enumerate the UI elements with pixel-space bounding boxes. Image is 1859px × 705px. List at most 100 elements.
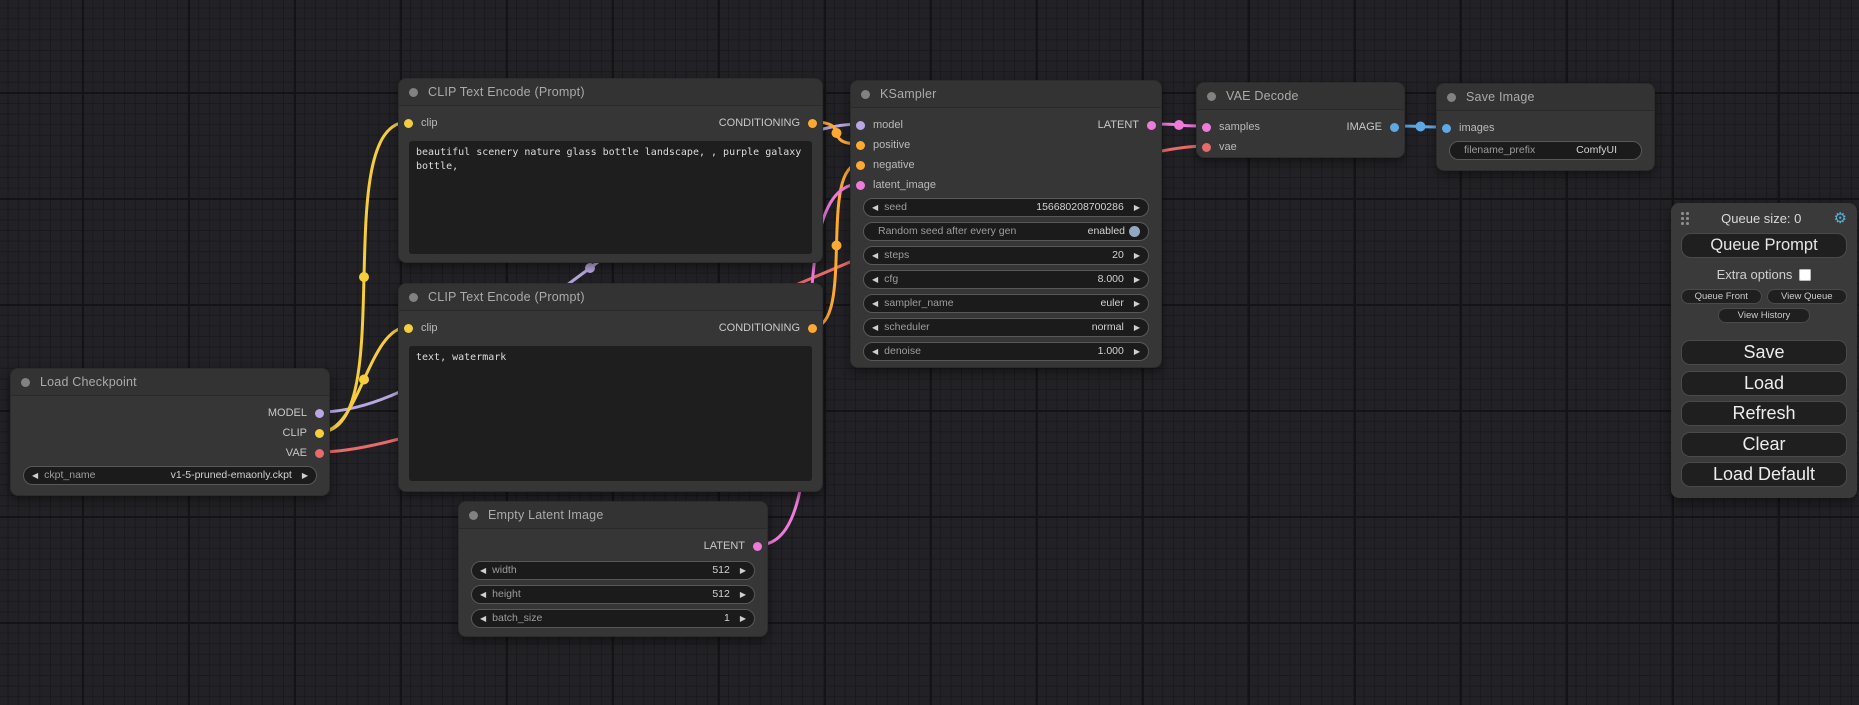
stepper-left-arrow-icon[interactable]: ◀	[872, 202, 879, 212]
link-midpoint-dot[interactable]	[359, 374, 369, 385]
node-save-image[interactable]: Save Image images filename_prefix ComfyUI	[1436, 83, 1655, 171]
stepper-left-arrow-icon[interactable]: ◀	[872, 298, 879, 308]
output-slot-LATENT[interactable]: LATENT	[704, 536, 762, 556]
vae-input-dot[interactable]	[1202, 142, 1211, 152]
refresh-button[interactable]: Refresh	[1681, 401, 1847, 426]
stepper-right-arrow-icon[interactable]: ▶	[1133, 322, 1140, 332]
link-midpoint-dot[interactable]	[585, 263, 595, 273]
images-input-dot[interactable]	[1442, 123, 1451, 133]
CONDITIONING-output-dot[interactable]	[808, 118, 817, 128]
stepper-right-arrow-icon[interactable]: ▶	[301, 470, 308, 480]
output-slot-IMAGE[interactable]: IMAGE	[1347, 117, 1399, 137]
prompt-textarea[interactable]: beautiful scenery nature glass bottle la…	[409, 141, 812, 254]
save-button[interactable]: Save	[1681, 340, 1847, 365]
widget-steps[interactable]: ◀ steps 20 ▶	[863, 245, 1149, 265]
output-slot-VAE[interactable]: VAE	[286, 443, 324, 463]
view-history-button[interactable]: View History	[1717, 308, 1811, 323]
toggle-knob-icon[interactable]	[1129, 225, 1140, 237]
stepper-right-arrow-icon[interactable]: ▶	[1133, 346, 1140, 356]
queue-front-button[interactable]: Queue Front	[1681, 289, 1762, 304]
output-slot-CONDITIONING[interactable]: CONDITIONING	[719, 318, 817, 338]
LATENT-output-dot[interactable]	[1147, 120, 1156, 130]
link-midpoint-dot[interactable]	[1415, 121, 1426, 132]
input-slot-model[interactable]: model	[856, 115, 903, 135]
IMAGE-output-dot[interactable]	[1390, 122, 1399, 132]
negative-input-dot[interactable]	[856, 160, 865, 170]
output-slot-LATENT[interactable]: LATENT	[1098, 115, 1156, 135]
VAE-output-dot[interactable]	[315, 448, 324, 458]
link-midpoint-dot[interactable]	[359, 272, 369, 282]
widget-batch-size[interactable]: ◀ batch_size 1 ▶	[471, 608, 755, 628]
samples-input-dot[interactable]	[1202, 122, 1211, 132]
clear-button[interactable]: Clear	[1681, 431, 1847, 457]
link-midpoint-dot[interactable]	[831, 240, 842, 251]
link-midpoint-dot[interactable]	[1174, 120, 1184, 130]
widget-height[interactable]: ◀ height 512 ▶	[471, 584, 755, 604]
output-slot-MODEL[interactable]: MODEL	[268, 403, 324, 423]
widget-width[interactable]: ◀ width 512 ▶	[471, 560, 755, 580]
stepper-right-arrow-icon[interactable]: ▶	[1133, 298, 1140, 308]
stepper-left-arrow-icon[interactable]: ◀	[872, 346, 879, 356]
CLIP-output-dot[interactable]	[315, 428, 324, 438]
view-queue-button[interactable]: View Queue	[1766, 289, 1847, 304]
widget-scheduler[interactable]: ◀ scheduler normal ▶	[863, 317, 1149, 337]
prompt-textarea[interactable]: text, watermark	[409, 346, 812, 481]
input-slot-clip[interactable]: clip	[404, 113, 438, 133]
extra-options-checkbox[interactable]	[1799, 268, 1812, 281]
queue-prompt-button[interactable]: Queue Prompt	[1681, 233, 1847, 258]
collapse-dot[interactable]	[21, 377, 30, 387]
input-slot-vae[interactable]: vae	[1202, 137, 1237, 157]
latent_image-input-dot[interactable]	[856, 180, 865, 190]
CONDITIONING-output-dot[interactable]	[808, 323, 817, 333]
collapse-dot[interactable]	[409, 87, 418, 97]
collapse-dot[interactable]	[1447, 92, 1456, 102]
stepper-left-arrow-icon[interactable]: ◀	[872, 250, 879, 260]
node-ksampler[interactable]: KSampler model positive negative latent_imag…	[850, 80, 1162, 368]
node-load-checkpoint[interactable]: Load Checkpoint MODEL CLIP VAE ◀ ckpt_name v1-…	[10, 368, 330, 496]
stepper-left-arrow-icon[interactable]: ◀	[32, 470, 39, 480]
positive-input-dot[interactable]	[856, 140, 865, 150]
stepper-right-arrow-icon[interactable]: ▶	[1133, 250, 1140, 260]
gear-icon[interactable]: ⚙	[1833, 210, 1847, 227]
stepper-right-arrow-icon[interactable]: ▶	[739, 613, 746, 623]
clip-input-dot[interactable]	[404, 118, 413, 128]
stepper-left-arrow-icon[interactable]: ◀	[480, 613, 487, 623]
link-midpoint-dot[interactable]	[831, 128, 842, 138]
node-clip-text-encode-positive[interactable]: CLIP Text Encode (Prompt) clip CONDITIONIN…	[398, 78, 823, 263]
input-slot-images[interactable]: images	[1442, 118, 1494, 138]
widget-sampler-name[interactable]: ◀ sampler_name euler ▶	[863, 293, 1149, 313]
stepper-right-arrow-icon[interactable]: ▶	[739, 565, 746, 575]
load-button[interactable]: Load	[1681, 370, 1847, 396]
node-clip-text-encode-negative[interactable]: CLIP Text Encode (Prompt) clip CONDITIONIN…	[398, 283, 823, 492]
widget-denoise[interactable]: ◀ denoise 1.000 ▶	[863, 341, 1149, 361]
input-slot-latent_image[interactable]: latent_image	[856, 175, 936, 195]
node-vae-decode[interactable]: VAE Decode samples vae IMAGE	[1196, 82, 1405, 158]
LATENT-output-dot[interactable]	[753, 541, 762, 551]
load-default-button[interactable]: Load Default	[1681, 462, 1847, 487]
model-input-dot[interactable]	[856, 120, 865, 130]
stepper-left-arrow-icon[interactable]: ◀	[480, 565, 487, 575]
stepper-left-arrow-icon[interactable]: ◀	[872, 274, 879, 284]
input-slot-positive[interactable]: positive	[856, 135, 910, 155]
widget-cfg[interactable]: ◀ cfg 8.000 ▶	[863, 269, 1149, 289]
widget-random-seed-after-every-gen[interactable]: Random seed after every gen enabled	[863, 221, 1149, 241]
stepper-right-arrow-icon[interactable]: ▶	[1133, 202, 1140, 212]
widget-seed[interactable]: ◀ seed 156680208700286 ▶	[863, 197, 1149, 217]
clip-input-dot[interactable]	[404, 323, 413, 333]
widget-filename-prefix[interactable]: filename_prefix ComfyUI	[1449, 140, 1642, 160]
input-slot-negative[interactable]: negative	[856, 155, 915, 175]
output-slot-CONDITIONING[interactable]: CONDITIONING	[719, 113, 817, 133]
stepper-left-arrow-icon[interactable]: ◀	[480, 589, 487, 599]
input-slot-clip[interactable]: clip	[404, 318, 438, 338]
collapse-dot[interactable]	[861, 89, 870, 99]
collapse-dot[interactable]	[1207, 91, 1216, 101]
drag-handle-icon[interactable]	[1681, 212, 1689, 225]
input-slot-samples[interactable]: samples	[1202, 117, 1260, 137]
node-empty-latent-image[interactable]: Empty Latent Image LATENT ◀ width 512 ▶ ◀ heigh…	[458, 501, 768, 637]
stepper-right-arrow-icon[interactable]: ▶	[1133, 274, 1140, 284]
widget-ckpt-name[interactable]: ◀ ckpt_name v1-5-pruned-emaonly.ckpt ▶	[23, 465, 317, 485]
collapse-dot[interactable]	[409, 292, 418, 302]
output-slot-CLIP[interactable]: CLIP	[283, 423, 324, 443]
stepper-left-arrow-icon[interactable]: ◀	[872, 322, 879, 332]
